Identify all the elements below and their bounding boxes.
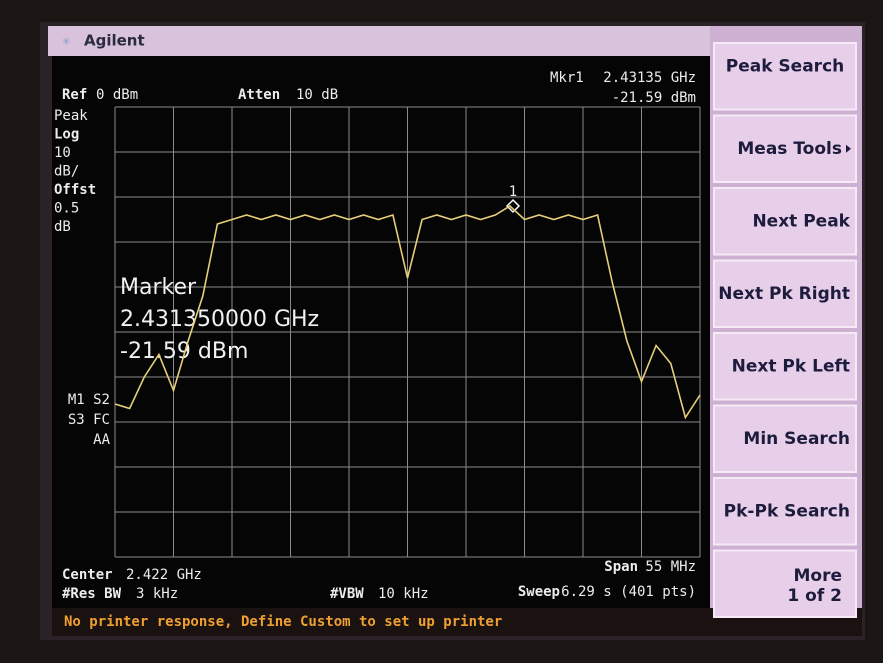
softkey-button[interactable] xyxy=(713,187,857,256)
marker-popup-frequency: 2.431350000 GHz xyxy=(120,307,319,332)
status-flag: AA xyxy=(93,432,110,448)
res-bw-label: #Res BW xyxy=(62,586,122,602)
left-panel-item: dB/ xyxy=(54,164,79,180)
graticule xyxy=(114,106,701,558)
softkey-label: More xyxy=(793,566,842,586)
span-label: Span xyxy=(604,559,638,575)
softkey-label: Peak Search xyxy=(726,56,845,76)
left-panel-item: 10 xyxy=(54,145,71,161)
marker-number: 1 xyxy=(509,184,517,200)
softkeys: Peak Search Meas Tools Next Peak Next Pk Ri… xyxy=(713,42,857,618)
softkey[interactable]: Pk-Pk Search xyxy=(713,477,857,546)
left-panel-item: Peak xyxy=(54,108,88,124)
vbw-label: #VBW xyxy=(330,586,364,602)
mkr-label: Mkr1 xyxy=(550,70,584,86)
span-value: 55 MHz xyxy=(645,559,696,575)
header-bar xyxy=(48,26,710,56)
status-message: No printer response, Define Custom to se… xyxy=(64,614,502,630)
left-panel-item: Log xyxy=(54,127,79,143)
ref-label: Ref xyxy=(62,87,87,103)
softkey-button[interactable] xyxy=(713,477,857,546)
softkey-label: Pk-Pk Search xyxy=(724,501,850,521)
atten-label: Atten xyxy=(238,87,280,103)
left-panel-item: 0.5 xyxy=(54,201,79,217)
mkr-amplitude: -21.59 dBm xyxy=(612,90,696,106)
submenu-arrow xyxy=(846,144,851,153)
softkey-button[interactable] xyxy=(713,259,857,328)
softkey[interactable]: Meas Tools xyxy=(713,114,857,183)
left-panel: Peak Log 10 dB/Offst 0.5 dB xyxy=(54,108,96,235)
softkey[interactable]: Next Peak xyxy=(713,187,857,256)
softkey-button[interactable] xyxy=(713,404,857,473)
softkey[interactable]: Min Search xyxy=(713,404,857,473)
softkey[interactable]: Next Pk Right xyxy=(713,259,857,328)
logo-icon: ✳ xyxy=(62,33,71,49)
softkey-label: Meas Tools xyxy=(737,139,842,159)
softkey-sublabel: 1 of 2 xyxy=(787,586,842,606)
softkey-button[interactable] xyxy=(713,42,857,111)
softkey-label: Next Pk Left xyxy=(732,356,850,376)
ref-value: 0 dBm xyxy=(96,87,138,103)
softkey-label: Next Peak xyxy=(752,211,850,231)
center-value: 2.422 GHz xyxy=(126,567,202,583)
softkey-button[interactable] xyxy=(713,114,857,183)
status-flag: M1 S2 xyxy=(68,392,110,408)
softkey[interactable]: Next Pk Left xyxy=(713,332,857,401)
brand: Agilent xyxy=(84,32,145,50)
softkey-label: Next Pk Right xyxy=(718,284,850,304)
center-label: Center xyxy=(62,567,113,583)
sweep-label: Sweep xyxy=(518,584,560,600)
status-flags: M1 S2 S3 FC AA xyxy=(68,392,111,448)
marker-diamond xyxy=(505,198,521,214)
vbw-value: 10 kHz xyxy=(378,586,429,602)
softkey-button[interactable] xyxy=(713,332,857,401)
softkey-button[interactable] xyxy=(713,549,857,618)
res-bw-value: 3 kHz xyxy=(136,586,178,602)
sweep-value: 6.29 s (401 pts) xyxy=(561,584,696,600)
mkr-frequency: 2.43135 GHz xyxy=(603,70,696,86)
left-panel-item: Offst xyxy=(54,182,96,198)
atten-value: 10 dB xyxy=(296,87,338,103)
softkey[interactable]: Peak Search xyxy=(713,42,857,111)
softkey-label: Min Search xyxy=(743,429,850,449)
status-flag: S3 FC xyxy=(68,412,110,428)
trace xyxy=(114,205,701,420)
left-panel-item: dB xyxy=(54,219,71,235)
marker-popup-title: Marker xyxy=(120,275,197,300)
